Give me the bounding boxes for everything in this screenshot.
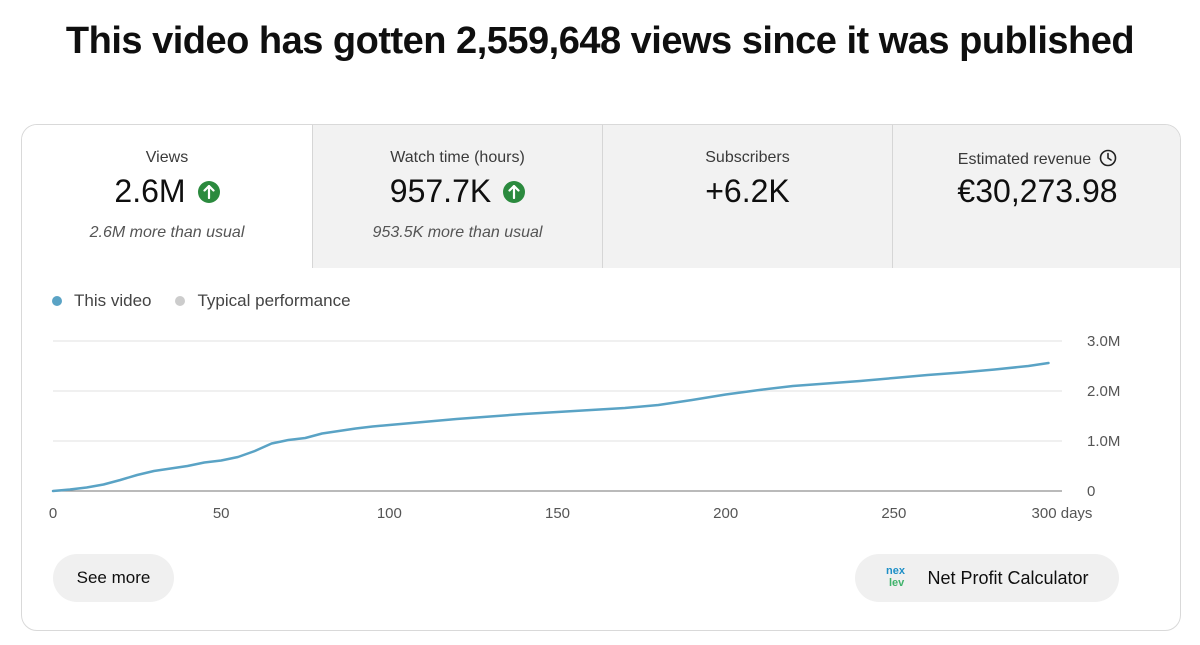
metric-watch-time[interactable]: Watch time (hours) 957.7K 953.5K more th… [312,125,602,268]
metric-comparison: 953.5K more than usual [372,224,543,241]
x-tick-label: 300 days [1032,505,1093,522]
metric-label: Views [145,149,189,166]
see-more-button[interactable]: See more [53,554,174,602]
x-tick-label: 100 [377,505,402,522]
chart-legend: This video Typical performance [52,291,375,311]
legend-item-typical-performance[interactable]: Typical performance [175,291,351,311]
x-tick-label: 0 [49,505,57,522]
metric-value: 957.7K [389,173,492,209]
metric-label: Estimated revenue [893,149,1180,172]
metric-value: 2.6M [114,173,186,209]
metrics-row: Views 2.6M 2.6M more than usual Watch ti… [22,125,1180,268]
legend-dot [175,296,186,306]
nexlev-logo-icon: nex lev [885,564,915,593]
metric-label-text: Estimated revenue [957,151,1092,168]
metric-views[interactable]: Views 2.6M 2.6M more than usual [22,125,312,268]
legend-dot [52,296,62,306]
svg-text:nex: nex [886,565,906,577]
metric-estimated-revenue[interactable]: Estimated revenue €30,273.98 [892,125,1180,268]
metric-label: Watch time (hours) [390,149,525,166]
y-tick-label: 2.0M [1087,383,1120,400]
metric-comparison: 2.6M more than usual [89,224,245,241]
x-tick-label: 250 [881,505,906,522]
views-line-chart[interactable]: 0 1.0M 2.0M 3.0M 0 50 100 150 200 250 300 days [22,320,1181,530]
arrow-up-icon [503,180,526,203]
page-title: This video has gotten 2,559,648 views si… [65,20,1135,62]
legend-item-this-video[interactable]: This video [52,291,151,311]
x-tick-label: 50 [213,505,230,522]
y-tick-label: 1.0M [1087,433,1120,450]
svg-text:lev: lev [889,577,905,588]
legend-label: This video [74,291,152,310]
y-tick-label: 0 [1087,483,1095,500]
x-tick-label: 200 [713,505,738,522]
legend-label: Typical performance [197,291,351,310]
series-line-this-video [51,361,1050,493]
metric-label: Subscribers [705,149,790,166]
x-tick-label: 150 [545,505,570,522]
net-profit-calculator-label: Net Profit Calculator [927,567,1089,588]
arrow-up-icon [197,180,220,203]
metric-subscribers[interactable]: Subscribers +6.2K [602,125,892,268]
clock-icon[interactable] [1099,149,1117,172]
analytics-card: Views 2.6M 2.6M more than usual Watch ti… [21,124,1181,631]
net-profit-calculator-button[interactable]: nex lev Net Profit Calculator [855,554,1119,602]
metric-value: +6.2K [705,173,790,209]
y-tick-label: 3.0M [1087,333,1120,350]
metric-value: €30,273.98 [957,173,1118,209]
